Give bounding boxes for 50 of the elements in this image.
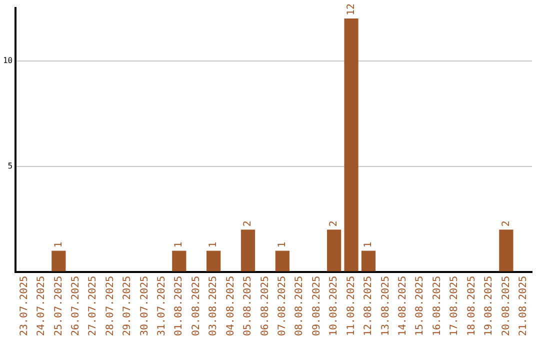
data-label: 1 [363,242,374,248]
y-tick-label: 5 [8,161,13,170]
x-tick-label: 06.08.2025 [260,276,271,336]
bar [172,250,186,272]
x-tick-label: 12.08.2025 [363,276,374,336]
x-tick-label: 17.08.2025 [449,276,460,336]
x-tick-label: 07.08.2025 [277,276,288,336]
bar [344,18,358,272]
bar [327,230,342,272]
x-tick-label: 15.08.2025 [414,276,426,336]
y-tick-label: 10 [2,56,13,65]
x-tick-label: 20.08.2025 [500,276,512,336]
x-tick-label: 25.07.2025 [53,276,64,336]
x-tick-label: 05.08.2025 [242,276,254,336]
x-tick-label: 10.08.2025 [328,276,340,336]
x-tick-label: 19.08.2025 [484,276,495,336]
data-label: 1 [208,242,220,248]
x-tick-label: 21.08.2025 [518,276,529,336]
bar [206,250,221,272]
x-tick-label: 09.08.2025 [311,276,322,336]
x-tick-label: 04.08.2025 [225,276,236,336]
x-tick-label: 28.07.2025 [104,276,116,336]
x-tick-label: 30.07.2025 [139,276,150,336]
bar [361,250,376,272]
x-tick-label: 02.08.2025 [190,276,202,336]
bar [499,230,514,272]
x-tick-label: 03.08.2025 [208,276,220,336]
x-tick-label: 26.07.2025 [70,276,82,336]
x-tick-label: 11.08.2025 [346,276,357,336]
x-tick-label: 24.07.2025 [36,276,48,336]
x-tick-label: 18.08.2025 [466,276,478,336]
data-label: 2 [500,220,512,227]
x-tick-label: 16.08.2025 [432,276,443,336]
x-tick-label: 01.08.2025 [174,276,185,336]
x-tick-label: 27.07.2025 [88,276,99,336]
bar [275,250,290,272]
x-tick-label: 23.07.2025 [18,276,30,336]
bar [52,250,66,272]
data-label: 1 [53,242,64,248]
x-tick-label: 08.08.2025 [294,276,306,336]
data-label: 12 [346,4,357,16]
x-tick-label: 29.07.2025 [122,276,134,336]
data-label: 2 [242,220,254,227]
x-tick-label: 13.08.2025 [380,276,392,336]
data-label: 1 [277,242,288,248]
x-tick-label: 14.08.2025 [398,276,408,336]
data-label: 2 [328,220,340,227]
data-label: 1 [174,242,185,248]
x-tick-label: 31.07.2025 [156,276,168,336]
bar [240,230,256,272]
